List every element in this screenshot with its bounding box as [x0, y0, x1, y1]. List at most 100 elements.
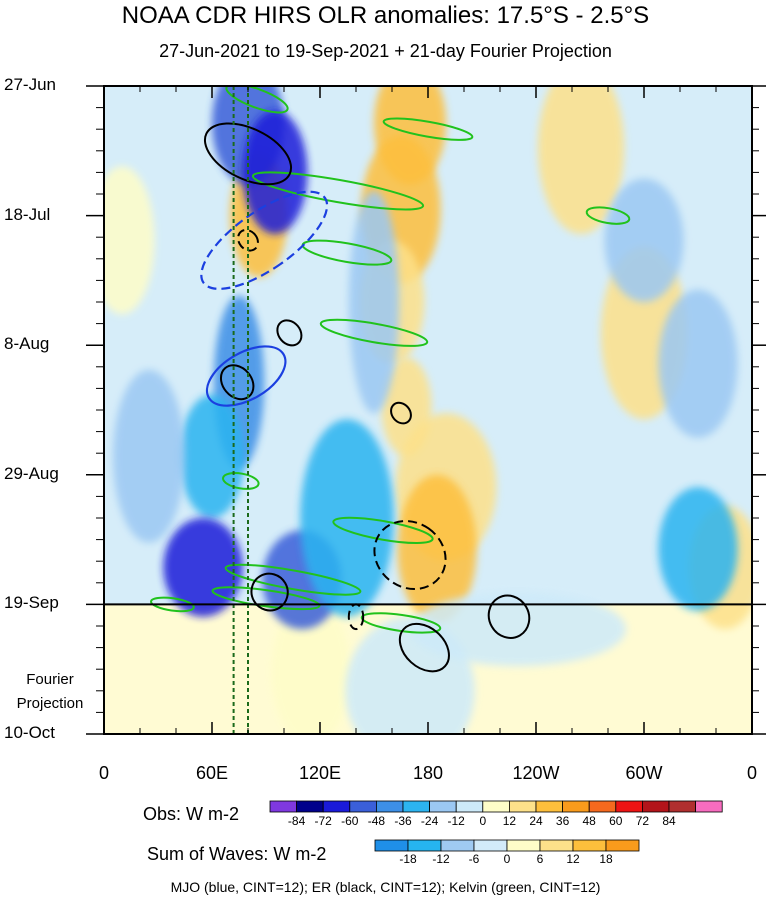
- obs-colorbar-swatch-15: [668, 800, 697, 813]
- er-contour-8: [250, 572, 289, 612]
- er-contour-4: [373, 520, 447, 591]
- kelvin-contour-3: [319, 318, 429, 347]
- obs-colorbar-swatch-16: [695, 800, 723, 813]
- kelvin-contour-group: [149, 86, 631, 634]
- x-tick-label-3: 180: [412, 763, 444, 783]
- kelvin-contour-11: [149, 596, 195, 613]
- y-tick-label-1: 18-Jul: [4, 204, 51, 224]
- obs-colorbar-swatch-12: [588, 800, 617, 813]
- kelvin-contour-7: [332, 516, 434, 544]
- anomaly-blob-22: [658, 289, 738, 438]
- obs-colorbar-swatch-0: [269, 800, 298, 813]
- y-tick-label-0: 27-Jun: [4, 75, 56, 94]
- x-tick-label-4: 120W: [512, 763, 560, 783]
- projection-label-line1: Fourier: [26, 671, 74, 688]
- obs-colorbar-level-label-12: 60: [609, 814, 623, 828]
- anomaly-blob-21: [604, 178, 684, 302]
- waves-colorbar-swatch-1: [407, 839, 442, 852]
- obs-colorbar-level-label-0: -84: [287, 814, 306, 828]
- waves-colorbar-swatch-3: [473, 839, 508, 852]
- chart-subtitle: 27-Jun-2021 to 19-Sep-2021 + 21-day Four…: [159, 41, 612, 61]
- anomaly-blob-24: [410, 592, 626, 667]
- obs-colorbar-level-label-4: -36: [394, 814, 412, 828]
- anomaly-blob-15: [179, 394, 245, 518]
- x-tick-label-1: 60E: [195, 763, 229, 783]
- waves-colorbar-level-label-1: -12: [432, 852, 450, 866]
- anomaly-blob-10: [104, 166, 155, 315]
- y-tick-label-3: 29-Aug: [4, 463, 59, 483]
- obs-colorbar-level-label-11: 48: [582, 814, 596, 828]
- waves-colorbar-swatch-6: [572, 839, 607, 852]
- obs-colorbar-level-label-1: -72: [314, 814, 332, 828]
- obs-colorbar-level-label-5: -24: [420, 814, 439, 828]
- obs-colorbar-swatch-3: [349, 800, 377, 813]
- x-tick-label-2: 120E: [298, 763, 342, 783]
- obs-colorbar-swatch-5: [402, 800, 431, 813]
- anomaly-blob-16: [163, 518, 243, 617]
- obs-colorbar-swatch-9: [508, 800, 537, 813]
- waves-colorbar-swatch-5: [539, 839, 574, 852]
- obs-colorbar-level-label-9: 24: [529, 814, 543, 828]
- obs-colorbar-swatch-2: [322, 800, 351, 813]
- waves-colorbar-level-label-4: 6: [536, 852, 544, 866]
- er-contour-group: [203, 122, 531, 673]
- obs-colorbar-swatch-7: [455, 800, 484, 813]
- anomaly-blob-25: [113, 369, 185, 543]
- obs-colorbar-swatch-11: [562, 800, 590, 813]
- kelvin-contour-5: [585, 206, 631, 225]
- waves-colorbar-level-label-2: -6: [468, 852, 480, 866]
- anomaly-blob-7: [537, 86, 625, 235]
- kelvin-contour-10: [360, 612, 442, 634]
- y-tick-label-5: 10-Oct: [4, 723, 56, 742]
- waves-colorbar-level-label-5: 12: [566, 852, 580, 866]
- obs-colorbar-label: Obs: W m-2: [143, 804, 240, 824]
- obs-colorbar-level-label-3: -48: [367, 814, 386, 828]
- y-tick-label-2: 8-Aug: [4, 334, 50, 354]
- kelvin-contour-9: [211, 586, 321, 611]
- obs-colorbar-swatch-4: [375, 800, 404, 813]
- waves-colorbar-swatch-4: [506, 839, 541, 852]
- waves-colorbar-label: Sum of Waves: W m-2: [147, 844, 327, 864]
- kelvin-contour-8: [224, 563, 362, 596]
- obs-colorbar-swatch-13: [615, 800, 643, 813]
- waves-colorbar-swatch-2: [440, 839, 475, 852]
- obs-colorbar-level-label-14: 84: [662, 814, 676, 828]
- waves-colorbar-level-label-3: 0: [503, 852, 511, 866]
- y-tick-label-4: 19-Sep: [4, 593, 59, 613]
- er-contour-6: [398, 622, 450, 673]
- x-tick-label-0: 0: [98, 763, 110, 783]
- projection-label-line2: Projection: [16, 695, 84, 712]
- er-contour-3: [390, 401, 412, 425]
- wave-legend-text: MJO (blue, CINT=12); ER (black, CINT=12)…: [170, 879, 601, 895]
- x-tick-label-6: 0: [746, 763, 758, 783]
- obs-colorbar-swatch-10: [535, 800, 564, 813]
- obs-colorbar-level-label-7: 0: [479, 814, 487, 828]
- anomaly-blob-23: [658, 487, 738, 611]
- x-tick-label-5: 60W: [625, 763, 663, 783]
- obs-colorbar-level-label-2: -60: [341, 814, 359, 828]
- mjo-contour-0: [200, 190, 329, 290]
- kelvin-contour-1: [251, 171, 425, 211]
- anomaly-blob-11: [271, 598, 351, 734]
- obs-colorbar-swatch-14: [642, 800, 670, 813]
- er-contour-1: [219, 364, 255, 401]
- waves-colorbar-swatch-7: [605, 839, 640, 852]
- waves-colorbar-level-label-0: -18: [399, 852, 417, 866]
- er-contour-5: [487, 594, 531, 639]
- obs-colorbar-level-label-10: 36: [555, 814, 570, 828]
- kelvin-contour-4: [382, 117, 474, 141]
- kelvin-contour-6: [222, 472, 260, 490]
- er-contour-9: [237, 228, 259, 252]
- obs-colorbar-swatch-1: [296, 800, 324, 813]
- obs-colorbar-swatch-6: [429, 800, 457, 813]
- obs-colorbar-level-label-6: -12: [447, 814, 465, 828]
- kelvin-contour-0: [225, 86, 289, 114]
- obs-colorbar-level-label-13: 72: [635, 814, 650, 828]
- chart-title: NOAA CDR HIRS OLR anomalies: 17.5°S - 2.…: [121, 2, 650, 29]
- er-contour-2: [276, 319, 303, 347]
- er-contour-0: [203, 122, 293, 186]
- anomaly-blob-5: [397, 474, 477, 623]
- waves-colorbar-swatch-0: [374, 839, 409, 852]
- obs-colorbar-swatch-8: [482, 800, 510, 813]
